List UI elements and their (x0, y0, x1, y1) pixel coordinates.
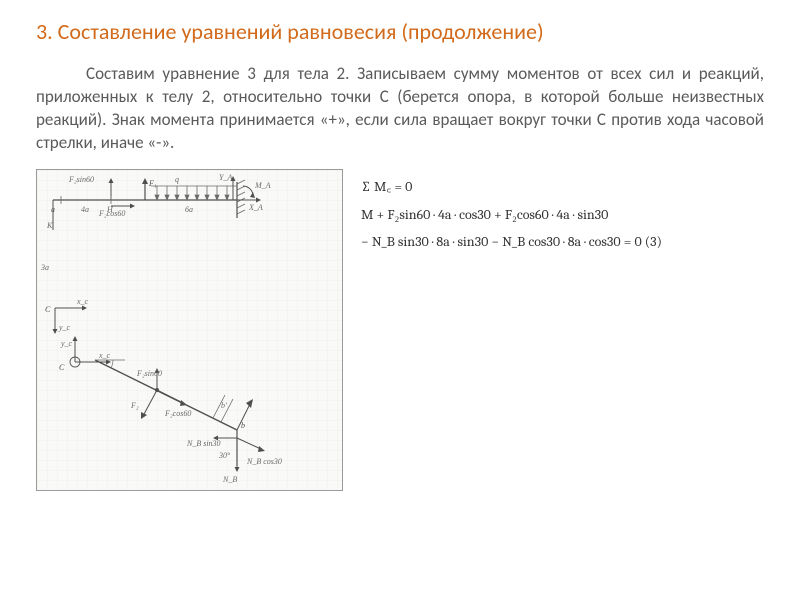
label-yc2: y_c (60, 339, 73, 348)
label-4a: 4a (81, 205, 89, 214)
slide-paragraph: Составим уравнение 3 для тела 2. Записыв… (36, 63, 764, 155)
label-k: K (46, 221, 53, 230)
label-ma: M_A (254, 181, 271, 190)
label-q: q (175, 175, 179, 184)
diagram-svg: F₁ F₂sin60 F₂cos60 Y_A X_A (37, 170, 342, 490)
label-xc: x_c (76, 297, 89, 306)
label-nbsin: N_B sin30 (186, 439, 221, 448)
label-30: 30° (218, 451, 231, 460)
eq-line-1: ∑ M꜀ = 0 (361, 175, 764, 199)
slide: 3. Составление уравнений равновесия (про… (0, 0, 800, 600)
eq-line-3: − N_B sin30 · 8a · sin30 − N_B cos30 · 8… (361, 230, 764, 254)
label-b: b (241, 421, 245, 430)
label-nb: N_B (222, 475, 237, 484)
label-f2sin: F₂sin60 (68, 175, 94, 184)
label-bprime: b' (221, 401, 227, 410)
label-xa: X_A (248, 203, 263, 212)
slide-title: 3. Составление уравнений равновесия (про… (36, 18, 764, 45)
eq-line-2: M + F₂sin60 · 4a · cos30 + F₂cos60 · 4a … (361, 203, 764, 227)
label-f1: F₁ (148, 179, 157, 188)
label-yc: y_c (58, 323, 71, 332)
equations-block: ∑ M꜀ = 0 M + F₂sin60 · 4a · cos30 + F₂co… (361, 169, 764, 258)
engineering-diagram: F₁ F₂sin60 F₂cos60 Y_A X_A (36, 169, 343, 491)
label-f2cos-2: F₂cos60 (164, 409, 191, 418)
label-f2-2: F₂ (130, 401, 139, 410)
label-c2: C (59, 363, 65, 372)
label-xc2: x_c (98, 351, 111, 360)
label-nbcos: N_B cos30 (246, 457, 282, 466)
label-f2sin-2: F₂sin60 (136, 369, 162, 378)
content-row: F₁ F₂sin60 F₂cos60 Y_A X_A (36, 169, 764, 491)
label-6a: 6a (185, 205, 193, 214)
label-3a: 3a (40, 263, 49, 272)
label-ya: Y_A (219, 173, 232, 182)
label-c1: C (45, 305, 51, 314)
